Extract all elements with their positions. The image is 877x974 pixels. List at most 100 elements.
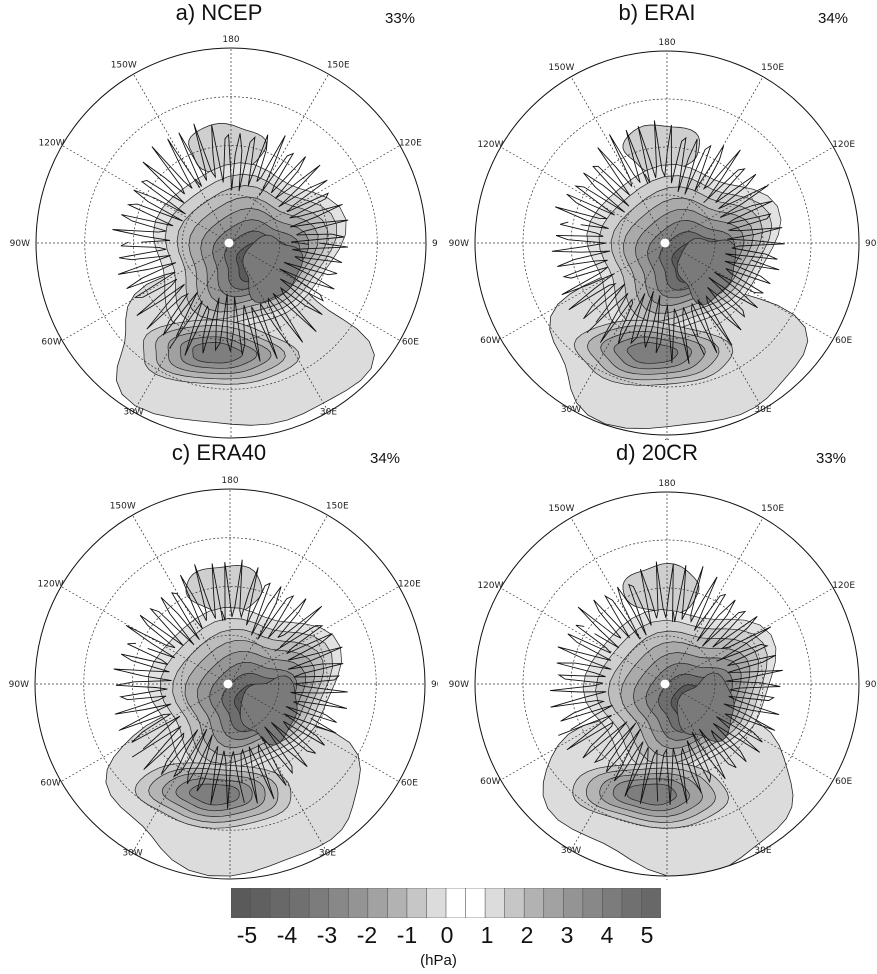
meridian-label-left: 90W — [449, 680, 469, 690]
meridian-line — [61, 242, 232, 341]
meridian-label-mid-lower-left: 60W — [480, 336, 500, 346]
meridian-label-lower-right: 30E — [320, 408, 337, 418]
colorbar — [231, 888, 661, 918]
coastline — [117, 241, 198, 337]
meridian-label-top: 180 — [222, 35, 239, 45]
coastline — [125, 563, 224, 659]
meridian-label-left: 90W — [10, 239, 30, 249]
meridian-label-mid-upper-left: 120W — [477, 581, 503, 591]
meridian-line — [230, 242, 401, 341]
meridian-label-upper-left: 150W — [111, 61, 137, 71]
latitude-circle — [132, 586, 328, 782]
polar-map: 180090W90E150W150E120W120E60W60E30W30E — [449, 38, 876, 440]
coastline — [113, 642, 181, 750]
meridian-line — [132, 683, 231, 854]
meridian-line — [132, 514, 231, 685]
polar-map: 180090W90E150W150E120W120E60W60E30W30E — [449, 479, 876, 880]
meridian-label-left: 90W — [449, 239, 469, 249]
greenland-patch — [676, 672, 735, 743]
latitude-circle — [618, 194, 716, 292]
colorbar-swatch — [426, 888, 447, 918]
colorbar-swatch — [367, 888, 389, 918]
panel-a: a) NCEP 33% 180090W90E150W150E120W120E60… — [0, 0, 438, 440]
colorbar-swatch — [328, 888, 350, 918]
coastline — [577, 561, 674, 649]
panel-title: a) NCEP — [175, 0, 263, 25]
meridian-label-lower-left: 30W — [561, 846, 581, 856]
coastline — [240, 713, 337, 804]
coastline — [178, 123, 286, 192]
coastline — [274, 625, 348, 723]
meridian-label-lower-left: 30W — [123, 408, 143, 418]
panel-title: d) 20CR — [616, 440, 698, 465]
map-boundary — [474, 50, 860, 436]
colorbar-swatch — [621, 888, 643, 918]
meridian-label-right: 90E — [432, 239, 438, 249]
meridian-line — [133, 242, 232, 413]
coastline — [169, 293, 291, 362]
coastline — [658, 723, 761, 805]
colorbar-tick-label: 0 — [440, 922, 454, 948]
coastline — [716, 643, 783, 743]
coastline — [558, 714, 659, 805]
latitude-circle — [522, 98, 812, 388]
coastline — [586, 290, 705, 365]
meridian-label-upper-left: 150W — [548, 504, 574, 514]
colorbar-swatch — [445, 888, 467, 918]
meridian-label-upper-right: 150E — [761, 63, 784, 73]
colorbar-swatch — [465, 888, 486, 918]
meridian-label-lower-left: 30W — [122, 849, 142, 859]
colorbar-tick-label: 5 — [640, 922, 654, 948]
coastline — [549, 624, 613, 730]
meridian-label-top: 180 — [658, 38, 675, 48]
meridian-line — [666, 242, 834, 340]
meridian-label-upper-right: 150E — [326, 502, 349, 512]
coastline — [555, 129, 649, 229]
meridian-label-left: 90W — [9, 680, 29, 690]
coastline — [551, 221, 626, 323]
coastline — [637, 120, 741, 198]
panel-title: b) ERAI — [618, 0, 696, 25]
meridian-line — [229, 683, 400, 782]
atlantic-anomaly-ring — [626, 342, 679, 364]
meridian-label-lower-right: 30E — [319, 849, 336, 859]
meridian-label-mid-upper-right: 120E — [832, 581, 855, 591]
pole-marker — [224, 238, 234, 248]
polar-map: 180090W90E150W150E120W120E60W60E30W30E — [10, 35, 438, 439]
colorbar-swatch — [543, 888, 565, 918]
meridian-line — [60, 683, 231, 782]
colorbar-swatch — [231, 888, 252, 918]
colorbar-swatch — [347, 888, 369, 918]
coastline — [267, 242, 349, 343]
panel-b: b) ERAI 34% 180 0 90W 90E 150W 150E 120W 120E 60… — [438, 0, 876, 440]
meridian-line — [666, 146, 834, 244]
colorbar-swatch — [250, 888, 271, 918]
meridian-label-mid-upper-right: 120E — [399, 139, 422, 149]
colorbar-swatch — [269, 888, 291, 918]
meridian-label-mid-upper-left: 120W — [39, 139, 65, 149]
coastline — [131, 725, 245, 809]
latitude-circle — [570, 146, 764, 340]
latitude-circle — [618, 635, 716, 733]
colorbar-swatch — [406, 888, 428, 918]
meridian-label-mid-lower-right: 60E — [401, 778, 418, 788]
coastline — [672, 565, 772, 659]
meridian-label-top: 180 — [221, 476, 238, 486]
colorbar-swatch — [308, 888, 330, 918]
meridian-label-bottom: 0 — [664, 879, 670, 880]
meridian-label-mid-lower-left: 60W — [41, 337, 61, 347]
colorbar-swatch — [602, 888, 623, 918]
coastline — [703, 168, 785, 260]
colorbar-tick-label: -1 — [396, 922, 418, 948]
colorbar-tick-label: 3 — [560, 922, 574, 948]
greenland-patch — [239, 675, 298, 746]
colorbar-tick-label: 2 — [520, 922, 534, 948]
colorbar-swatch — [582, 888, 604, 918]
colorbar-tick-label: -3 — [316, 922, 338, 948]
variance-percent: 33% — [816, 450, 847, 467]
coastline — [221, 559, 323, 648]
meridian-label-upper-left: 150W — [110, 502, 136, 512]
colorbar-tick-label: 4 — [600, 922, 614, 948]
coastline — [258, 152, 349, 245]
colorbar-swatch — [641, 888, 661, 918]
